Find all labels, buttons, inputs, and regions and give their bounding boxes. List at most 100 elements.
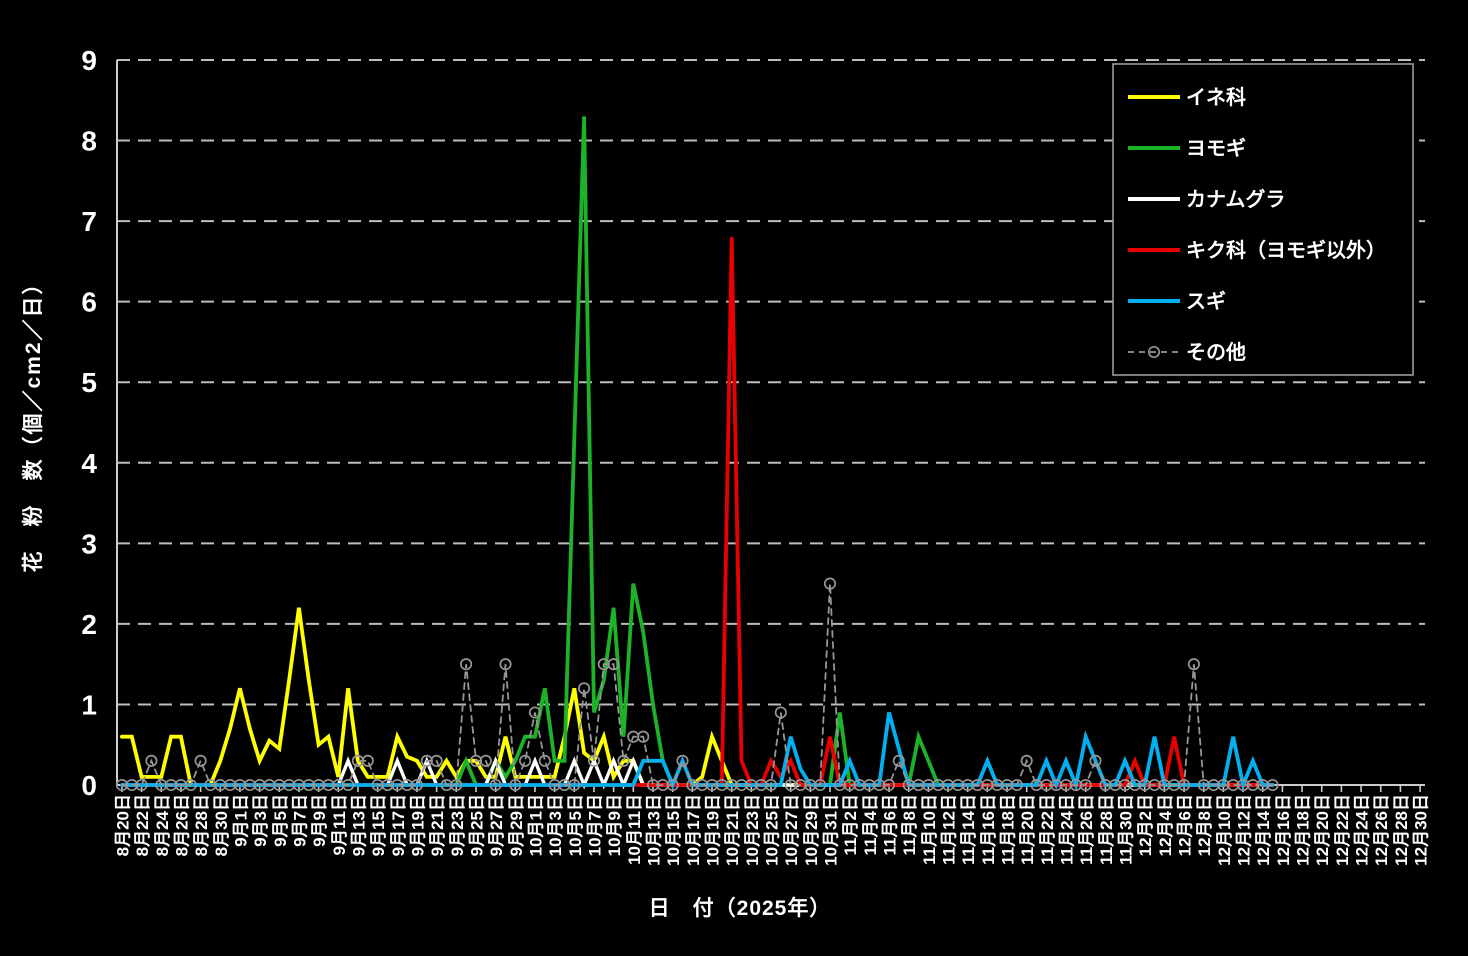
x-tick-label: 10月5日 xyxy=(566,794,585,856)
other-series-marker xyxy=(568,778,581,792)
x-tick-label: 12月6日 xyxy=(1176,794,1195,856)
x-tick-label: 10月19日 xyxy=(703,794,722,866)
legend-label-mugwort: ヨモギ xyxy=(1186,137,1246,160)
x-tick-labels: 8月20日 8月22日 8月24日 8月26日 8月28日 8月30日 9月1日 9月3日 9月… xyxy=(113,785,1431,866)
legend-label-grass: イネ科 xyxy=(1186,85,1246,109)
x-tick-label: 9月1日 xyxy=(231,794,250,847)
legend-label-aster: キク科（ヨモギ以外） xyxy=(1186,238,1386,262)
x-tick-label: 10月13日 xyxy=(644,794,663,866)
other-series-marker xyxy=(410,778,424,792)
x-tick-label: 12月22日 xyxy=(1333,794,1352,866)
other-series-marker xyxy=(1010,778,1023,792)
x-tick-label: 10月21日 xyxy=(723,794,742,866)
x-tick-label: 11月26日 xyxy=(1077,794,1096,865)
x-tick-label: 9月11日 xyxy=(330,794,349,855)
other-series-marker xyxy=(499,658,512,671)
other-series-marker xyxy=(1089,754,1102,767)
y-tick-label: 0 xyxy=(81,770,97,801)
other-series-marker xyxy=(587,754,601,767)
x-tick-label: 12月28日 xyxy=(1392,794,1411,866)
x-tick-label: 11月28日 xyxy=(1097,794,1116,865)
legend-marker-other xyxy=(1147,345,1161,359)
x-axis-title: 日 付（2025年） xyxy=(649,896,832,920)
y-tick-label: 6 xyxy=(81,287,97,318)
other-series-marker xyxy=(637,730,650,743)
legend-item-cedar: スギ xyxy=(1128,290,1226,313)
series-line-cedar xyxy=(120,712,1275,792)
x-tick-label: 12月20日 xyxy=(1313,794,1332,866)
other-series-marker xyxy=(194,754,207,767)
x-tick-label: 11月18日 xyxy=(999,794,1018,865)
x-tick-label: 10月31日 xyxy=(822,794,841,866)
other-series-marker xyxy=(1187,658,1200,671)
legend-label-cedar: スギ xyxy=(1186,290,1226,313)
other-series-marker xyxy=(617,754,630,767)
x-tick-label: 8月24日 xyxy=(153,794,172,856)
x-tick-label: 9月21日 xyxy=(428,794,447,856)
x-tick-label: 8月30日 xyxy=(212,794,231,856)
other-series-marker xyxy=(538,754,551,767)
other-series-marker xyxy=(823,577,837,590)
x-tick-label: 10月9日 xyxy=(605,794,624,856)
x-tick-label: 11月30日 xyxy=(1117,794,1136,865)
x-tick-label: 11月10日 xyxy=(920,794,939,865)
x-tick-label: 8月22日 xyxy=(133,794,152,856)
legend-item-aster: キク科（ヨモギ以外） xyxy=(1128,238,1386,262)
gridlines xyxy=(117,59,1425,706)
legend-item-grass: イネ科 xyxy=(1128,85,1246,109)
x-tick-label: 12月2日 xyxy=(1136,794,1155,856)
x-tick-label: 12月10日 xyxy=(1215,794,1234,866)
other-series-marker xyxy=(460,658,473,671)
x-tick-label: 12月16日 xyxy=(1274,794,1293,866)
x-tick-label: 11月6日 xyxy=(881,794,900,855)
series-line-mugwort xyxy=(120,116,1275,787)
x-tick-label: 8月26日 xyxy=(172,794,191,856)
x-tick-label: 10月25日 xyxy=(763,794,782,866)
other-series-marker xyxy=(1079,778,1092,792)
y-tick-label: 1 xyxy=(81,689,97,720)
legend-label-hops: カナムグラ xyxy=(1186,187,1285,211)
series-line-aster xyxy=(120,237,1275,787)
other-series-marker xyxy=(607,658,620,671)
x-tick-label: 9月5日 xyxy=(271,794,290,847)
series-lines xyxy=(115,116,1279,792)
x-tick-label: 8月28日 xyxy=(192,794,211,856)
other-series-marker xyxy=(450,778,463,792)
other-series-marker xyxy=(1020,754,1033,767)
x-tick-label: 9月23日 xyxy=(448,794,467,856)
other-series-marker xyxy=(578,682,591,695)
x-tick-label: 12月24日 xyxy=(1353,794,1372,866)
x-tick-label: 11月12日 xyxy=(940,794,959,865)
x-tick-label: 9月19日 xyxy=(408,794,427,856)
x-tick-label: 11月14日 xyxy=(959,794,978,865)
x-tick-label: 9月13日 xyxy=(349,794,368,856)
x-tick-label: 11月4日 xyxy=(861,794,880,855)
y-axis-title: 花 粉 数（個／cm2／日） xyxy=(21,271,45,572)
other-series-marker xyxy=(814,778,827,792)
x-tick-label: 9月29日 xyxy=(507,794,526,856)
legend-item-hops: カナムグラ xyxy=(1128,187,1285,211)
x-tick-label: 12月30日 xyxy=(1412,794,1431,866)
x-tick-label: 11月16日 xyxy=(979,794,998,865)
x-tick-label: 10月7日 xyxy=(585,794,604,856)
y-tick-label: 3 xyxy=(81,528,97,559)
x-tick-label: 11月22日 xyxy=(1038,794,1057,865)
x-tick-label: 11月24日 xyxy=(1058,794,1077,865)
x-tick-label: 8月20日 xyxy=(113,794,132,856)
x-tick-label: 9月17日 xyxy=(389,794,408,856)
x-tick-label: 12月18日 xyxy=(1294,794,1313,866)
legend-label-other: その他 xyxy=(1186,340,1246,364)
other-series-marker xyxy=(342,778,355,792)
series-line-other xyxy=(121,583,1274,786)
y-tick-label: 9 xyxy=(81,45,97,76)
other-series-marker xyxy=(1266,778,1279,792)
x-tick-label: 12月8日 xyxy=(1195,794,1214,856)
x-tick-label: 9月27日 xyxy=(487,794,506,856)
other-series-marker xyxy=(145,754,158,767)
other-series-marker xyxy=(430,754,443,767)
other-series-marker xyxy=(489,778,502,792)
other-series-marker xyxy=(892,754,905,767)
x-tick-label: 9月9日 xyxy=(310,794,329,847)
